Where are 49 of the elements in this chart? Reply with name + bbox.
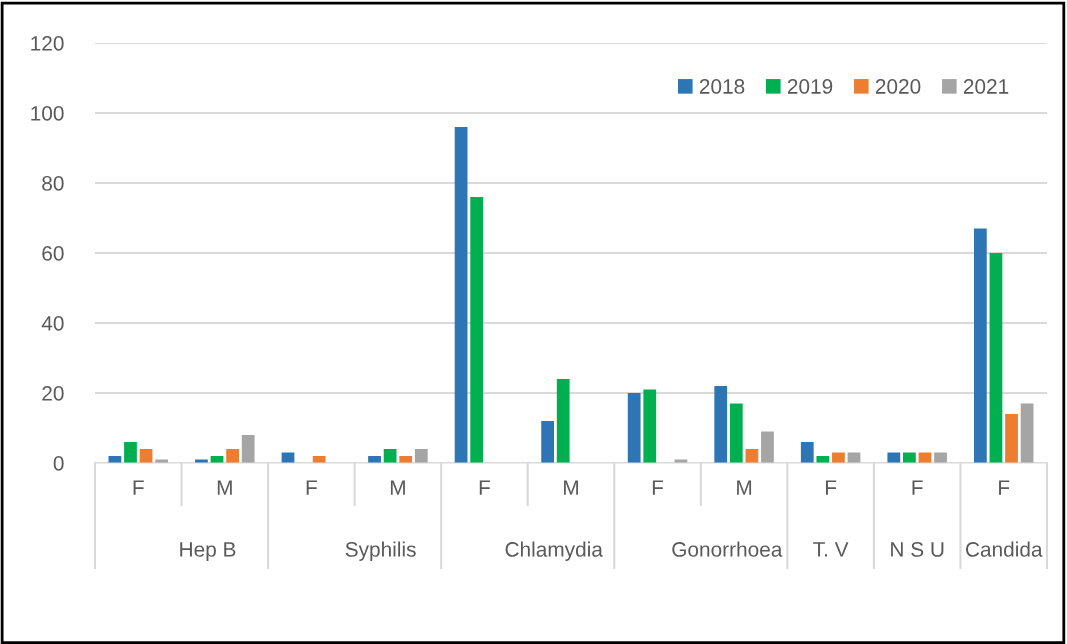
bar xyxy=(729,403,743,463)
legend-label: 2020 xyxy=(875,79,921,94)
y-tick-label: 60 xyxy=(42,246,64,261)
text: Chlamydia xyxy=(505,541,603,561)
x-tick-label: F xyxy=(652,480,664,495)
x-tick-label: M xyxy=(564,480,578,495)
text: T. V xyxy=(813,542,849,557)
legend-label: 2019 xyxy=(787,79,833,94)
x-tick-label: F xyxy=(306,480,317,495)
text: Gonorrhoea xyxy=(672,541,783,557)
bar xyxy=(541,421,555,463)
x-tick-label: F xyxy=(999,480,1010,495)
bar xyxy=(800,442,814,463)
bar xyxy=(745,449,759,463)
legend-label: 2021 xyxy=(963,79,1009,94)
y-tick-label: 0 xyxy=(53,456,64,471)
bar xyxy=(556,379,570,463)
x-tick-label: M xyxy=(390,480,405,495)
y-tick-label: 40 xyxy=(41,316,64,331)
bar xyxy=(454,127,468,463)
bar xyxy=(1005,414,1018,463)
x-tick-label: M xyxy=(217,480,232,495)
bar xyxy=(383,449,397,463)
y-tick-label: 80 xyxy=(42,176,64,191)
x-tick-label: F xyxy=(133,480,144,495)
text: N S U xyxy=(891,542,944,557)
bar xyxy=(989,253,1003,463)
y-tick-label: 100 xyxy=(31,106,64,121)
bar xyxy=(414,449,428,463)
x-tick-label: F xyxy=(912,480,923,495)
y-tick-label: 120 xyxy=(31,36,64,51)
text: Syphilis xyxy=(345,541,416,561)
bar xyxy=(470,197,484,463)
bar xyxy=(761,431,774,463)
text: Hep B xyxy=(180,542,236,561)
bar xyxy=(226,449,239,463)
x-tick-label: F xyxy=(479,480,490,495)
bar xyxy=(714,386,728,463)
x-tick-label: F xyxy=(825,480,837,495)
x-tick-label: M xyxy=(737,480,752,495)
text: Candida xyxy=(965,541,1043,557)
bar xyxy=(241,435,255,463)
bar xyxy=(643,389,657,463)
bar xyxy=(1020,403,1034,463)
bar xyxy=(627,393,641,463)
bar xyxy=(124,442,137,463)
legend-label: 2018 xyxy=(699,79,745,94)
bar xyxy=(973,228,987,463)
y-tick-label: 20 xyxy=(42,386,64,401)
